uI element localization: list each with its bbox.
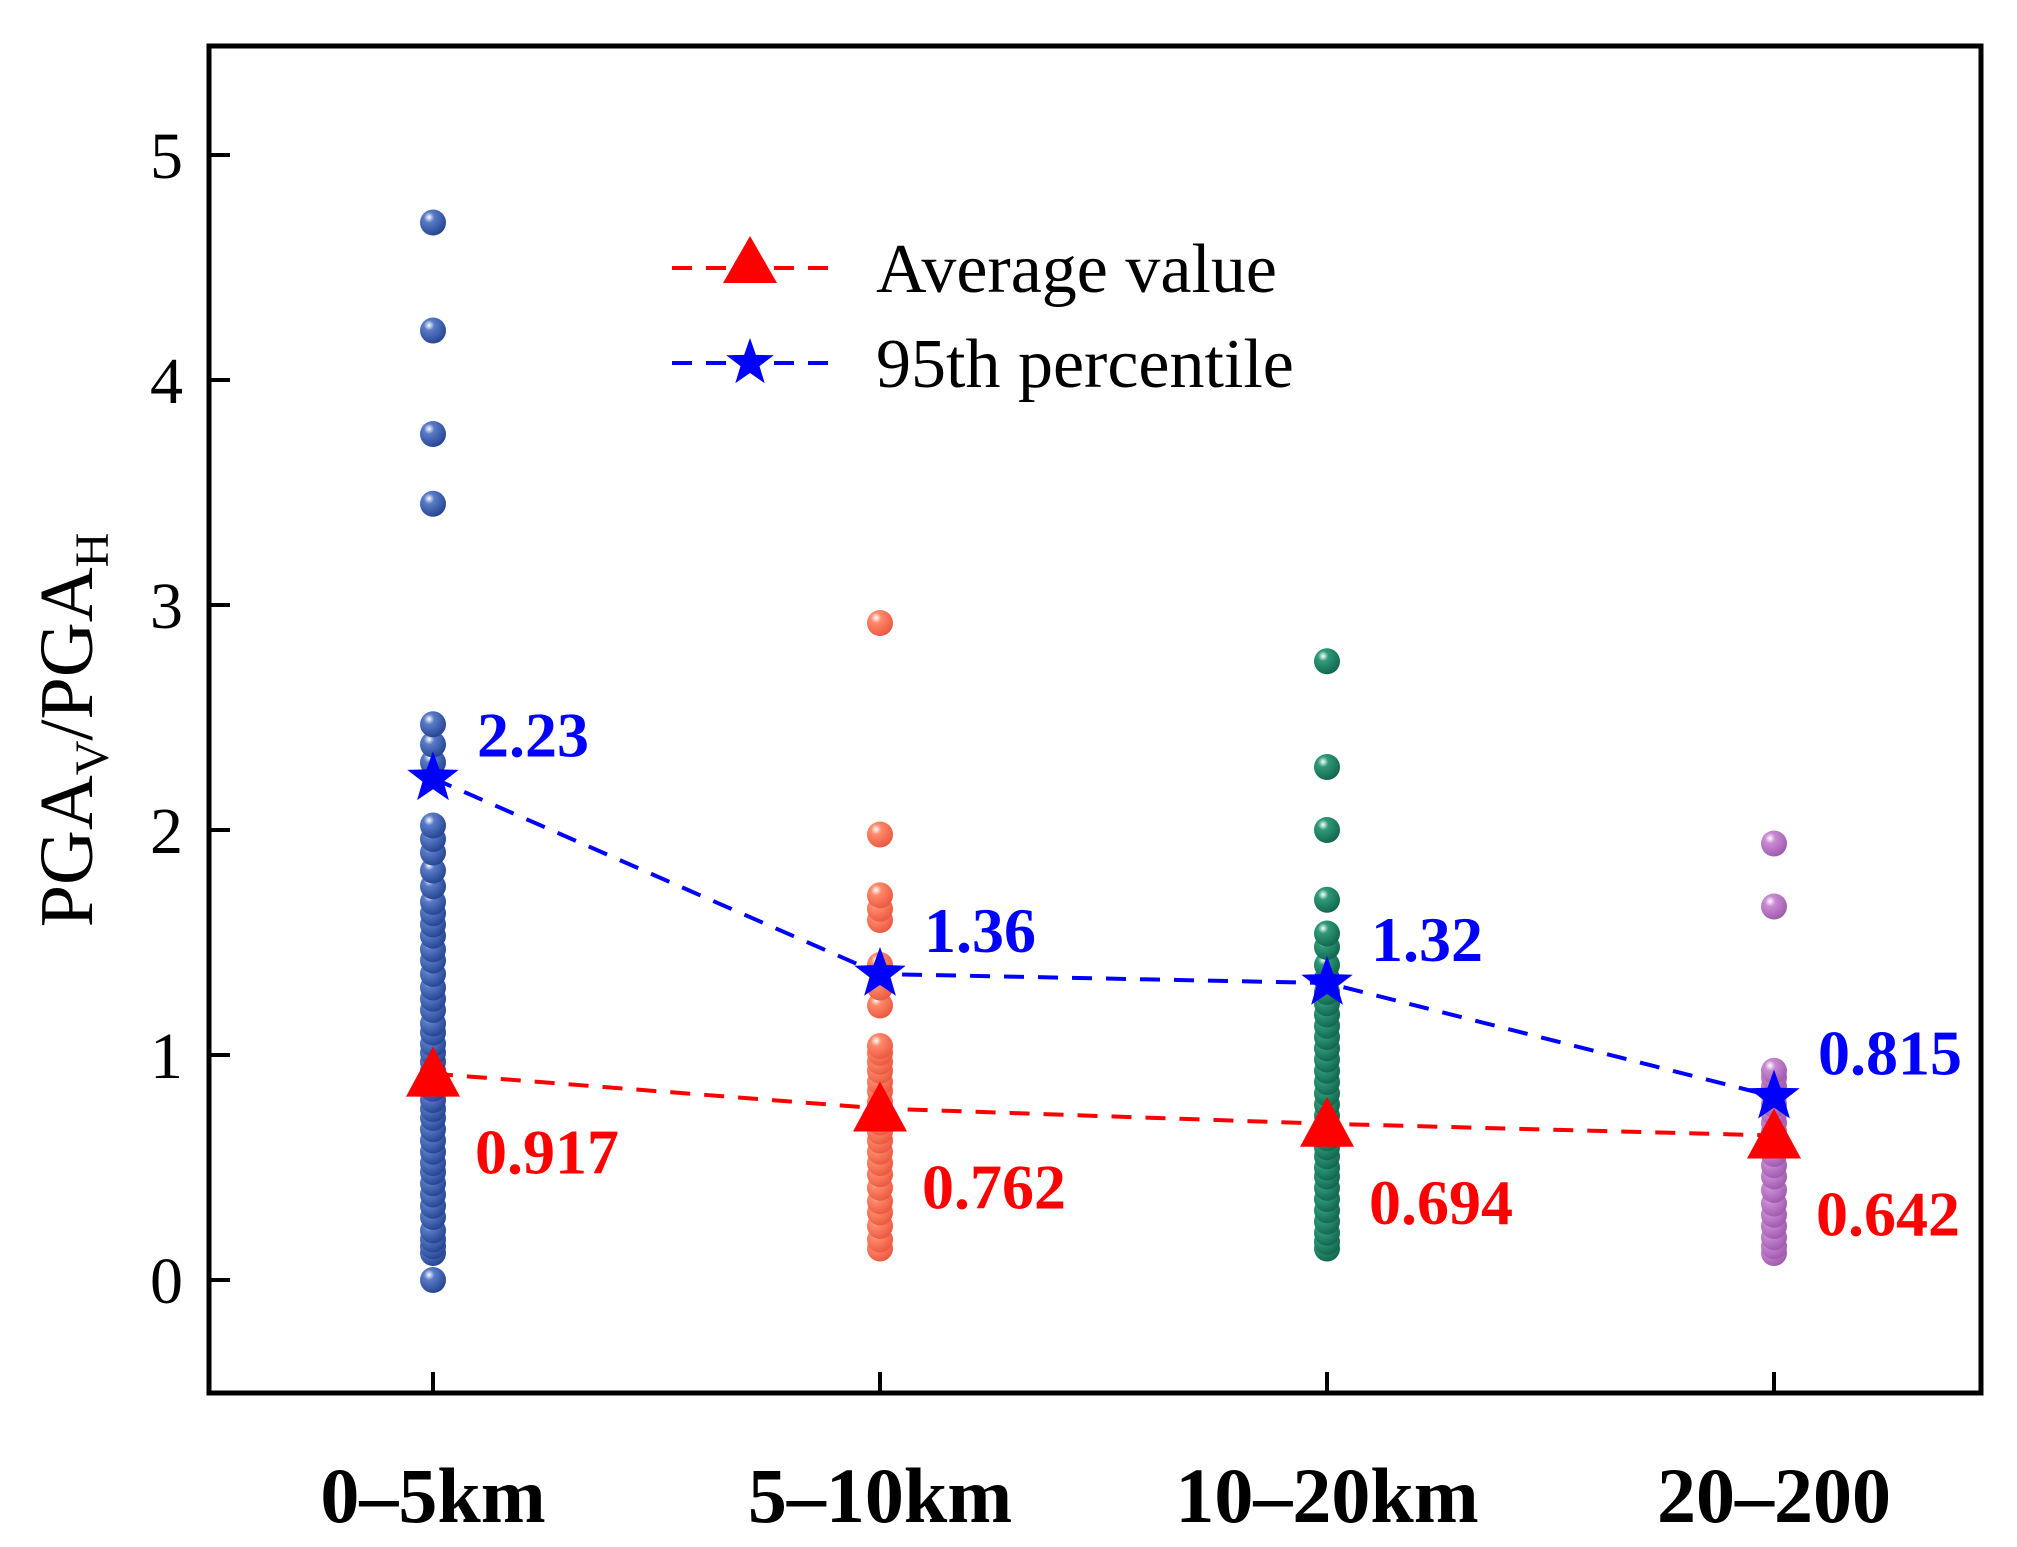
data-point: [867, 992, 893, 1019]
data-point: [867, 610, 893, 636]
category-label: 0–5km: [320, 1452, 545, 1539]
average-line: [432, 1071, 1775, 1138]
average-marker: [406, 1046, 460, 1097]
legend-triangle-icon: [723, 236, 777, 283]
average-marker: [1300, 1096, 1354, 1147]
y-tick-label: 0: [150, 1245, 183, 1318]
percentile-marker: [1301, 956, 1353, 1005]
data-point: [867, 821, 893, 848]
plot-frame: [206, 43, 1984, 1396]
data-point: [420, 711, 446, 738]
percentile-value-label: 2.23: [477, 699, 589, 770]
average-value-label: 0.642: [1816, 1179, 1960, 1250]
y-ticks: 0 1 2 3 4 5: [150, 120, 1776, 1393]
data-point: [420, 857, 446, 884]
y-tick-label: 5: [150, 120, 183, 193]
category-label: 20–200: [1657, 1452, 1891, 1539]
legend: Average value 95th percentile: [672, 231, 1294, 403]
percentile-marker: [1748, 1069, 1800, 1119]
data-point: [1761, 893, 1787, 920]
legend-average-label: Average value: [876, 231, 1277, 308]
data-point: [420, 490, 446, 517]
percentile-marker: [407, 751, 459, 801]
y-tick-label: 1: [150, 1020, 183, 1093]
legend-star-icon: [726, 338, 774, 384]
data-point: [420, 421, 446, 447]
average-marker: [853, 1081, 907, 1132]
category-label: 5–10km: [748, 1452, 1012, 1539]
data-point: [1314, 754, 1340, 780]
average-value-label: 0.694: [1369, 1167, 1513, 1238]
y-tick-label: 4: [150, 345, 183, 418]
y-axis-label: PGAV/PGAH: [25, 533, 119, 928]
data-point: [420, 731, 446, 758]
data-point: [1314, 886, 1340, 913]
data-point: [1314, 817, 1340, 843]
data-point: [1314, 920, 1340, 947]
y-tick-label: 3: [150, 570, 183, 643]
data-point: [420, 317, 446, 344]
average-value-label: 0.917: [475, 1117, 619, 1188]
percentile-value-label: 0.815: [1818, 1018, 1962, 1089]
data-point: [1761, 830, 1787, 857]
data-point: [1314, 648, 1340, 675]
data-point: [420, 1267, 446, 1293]
data-point: [867, 1033, 893, 1059]
percentile-marker: [854, 947, 906, 996]
value-labels: 0.917 0.762 0.694 0.642 2.23 1.36 1.32 0.815: [475, 699, 1962, 1249]
average-marker: [1747, 1108, 1801, 1159]
category-label: 10–20km: [1175, 1452, 1478, 1539]
percentile-value-label: 1.36: [924, 895, 1036, 966]
y-tick-label: 2: [150, 795, 183, 868]
data-point: [867, 882, 893, 909]
summary-series: [406, 751, 1801, 1159]
data-point: [420, 812, 446, 839]
legend-percentile-label: 95th percentile: [876, 326, 1294, 403]
average-value-label: 0.762: [922, 1152, 1066, 1223]
data-point: [420, 209, 446, 236]
percentile-value-label: 1.32: [1371, 904, 1483, 975]
category-labels: 0–5km 5–10km 10–20km 20–200: [320, 1452, 1891, 1539]
percentile-line: [432, 776, 1775, 1099]
